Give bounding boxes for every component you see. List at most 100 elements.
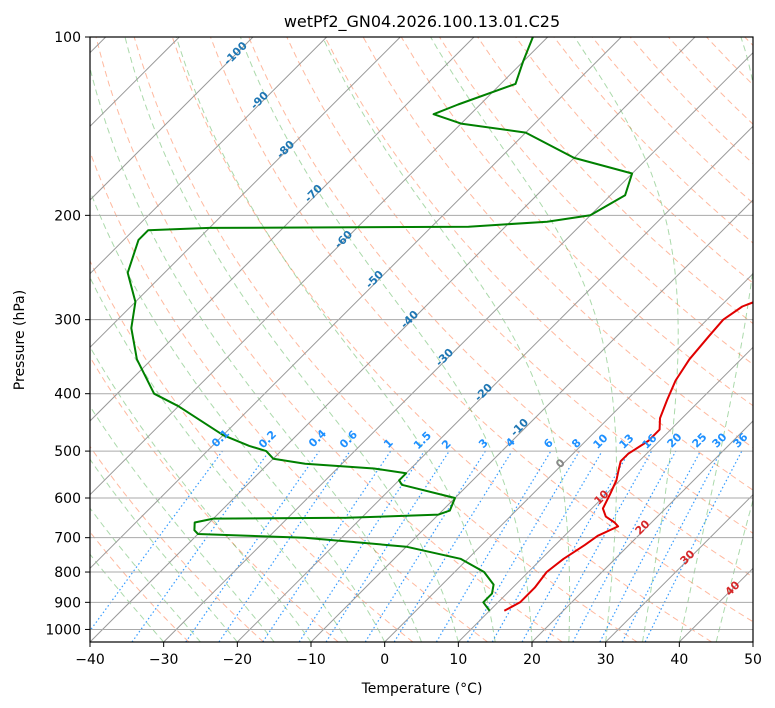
isotherm-label: -40 — [398, 308, 421, 331]
mixing-ratio-line — [435, 450, 552, 642]
mixing-ratio-label: 0.1 — [209, 427, 232, 450]
mixing-ratio-line — [185, 450, 320, 642]
mixing-ratio-label: 13 — [617, 432, 637, 452]
dry-adiabat-line — [553, 37, 753, 244]
moist-adiabat-line — [90, 65, 422, 642]
y-tick-label: 700 — [54, 531, 81, 547]
isotherm-line — [310, 199, 753, 642]
isotherm-line — [678, 567, 753, 642]
mixing-ratio-label: 8 — [569, 436, 584, 451]
moist-adiabat-line — [90, 458, 238, 642]
mixing-ratio-label: 10 — [591, 431, 611, 451]
isotherm-line — [531, 420, 753, 642]
moist-adiabat-line — [430, 37, 617, 642]
mixing-ratio-label: 2 — [439, 437, 454, 452]
background-lines — [90, 37, 753, 642]
mixing-ratio-line — [90, 450, 223, 632]
x-tick-label: −10 — [296, 652, 326, 668]
y-tick-label: 900 — [54, 595, 81, 611]
isotherm-line — [90, 37, 401, 349]
x-tick-label: 0 — [380, 652, 389, 668]
y-axis-ticks: 100 200 300 400 500 600 700 800 900 1000 — [45, 30, 90, 638]
dry-adiabat-line — [744, 37, 753, 47]
isotherm-line — [90, 37, 622, 570]
isotherm-label: -10 — [508, 416, 531, 439]
moist-adiabat-line — [90, 507, 201, 642]
mixing-ratio-line — [393, 450, 513, 642]
isotherm-line — [90, 37, 328, 275]
moist-adiabat-line — [752, 640, 753, 642]
moist-adiabat-line — [322, 37, 571, 642]
dry-adiabat-label: 0 — [553, 456, 568, 471]
x-tick-label: 30 — [597, 652, 615, 668]
mixing-ratio-line — [325, 450, 450, 642]
moist-adiabat-line — [678, 37, 753, 642]
y-tick-label: 400 — [54, 387, 81, 403]
dry-adiabat-line — [90, 531, 190, 642]
isotherm-label: -90 — [248, 89, 271, 112]
moist-adiabat-line — [239, 37, 533, 642]
y-tick-label: 500 — [54, 444, 81, 460]
dry-adiabat-line — [95, 37, 563, 642]
dry-adiabat-line — [90, 356, 339, 642]
mixing-ratio-label: 16 — [640, 431, 660, 451]
isotherm-line — [90, 37, 696, 642]
mixing-ratio-label: 0.4 — [306, 427, 329, 450]
mixing-ratio-line — [364, 450, 486, 642]
y-tick-label: 300 — [54, 313, 81, 329]
dry-adiabat-line — [133, 37, 638, 642]
dry-adiabat-label: 10 — [592, 487, 612, 507]
x-tick-label: 10 — [449, 652, 467, 668]
plot-frame — [89, 36, 754, 643]
dry-adiabat-line — [515, 37, 753, 284]
isotherm-line — [90, 37, 254, 201]
dry-adiabat-line — [706, 37, 753, 86]
dry-adiabat-line — [90, 259, 414, 642]
x-tick-label: 50 — [744, 652, 762, 668]
temperature-line — [503, 301, 753, 612]
mixing-ratio-label: 1 — [381, 436, 396, 451]
mixing-ratio-label: 36 — [731, 430, 751, 450]
x-tick-label: −20 — [223, 652, 253, 668]
y-tick-label: 1000 — [45, 622, 81, 638]
moist-adiabat-line — [175, 37, 496, 642]
moist-adiabat-line — [574, 37, 679, 642]
chart-title: wetPf2_GN04.2026.100.13.01.C25 — [284, 12, 560, 32]
mixing-ratio-line — [599, 450, 702, 642]
dewpoint-line — [126, 37, 634, 612]
isotherm-line — [90, 37, 549, 496]
mixing-ratio-line — [644, 450, 743, 642]
dry-adiabat-line — [171, 37, 712, 642]
mixing-ratio-line — [262, 450, 392, 642]
dry-adiabat-line — [286, 37, 753, 534]
x-tick-label: −40 — [75, 652, 105, 668]
mixing-ratio-label: 0.2 — [256, 428, 279, 451]
x-tick-label: 40 — [670, 652, 688, 668]
series-layer — [126, 37, 753, 612]
moist-adiabat-line — [90, 189, 386, 642]
isotherm-line — [236, 125, 753, 642]
moist-adiabat-line — [90, 405, 275, 642]
isotherm-line — [163, 51, 753, 642]
isotherm-label: -60 — [332, 228, 355, 251]
mixing-ratio-line — [545, 450, 653, 642]
dry-adiabat-label: 30 — [678, 547, 698, 567]
isotherm-label: -50 — [363, 268, 386, 291]
y-tick-label: 600 — [54, 491, 81, 507]
mixing-ratio-line — [572, 450, 677, 642]
y-tick-label: 200 — [54, 208, 81, 224]
moist-adiabat-line — [124, 37, 459, 642]
isotherm-line — [90, 37, 475, 422]
dry-adiabat-label: 20 — [633, 517, 653, 537]
moist-adiabat-line — [90, 345, 312, 642]
isotherm-line — [457, 346, 753, 642]
moist-adiabat-line — [715, 498, 753, 642]
mixing-ratio-line — [131, 450, 270, 642]
isotherm-line — [752, 641, 753, 642]
mixing-ratio-line — [298, 450, 425, 642]
isotherm-label: -100 — [221, 39, 250, 68]
moist-adiabat-line — [90, 553, 165, 642]
mixing-ratio-line — [218, 450, 351, 642]
isotherm-label: -20 — [472, 381, 495, 404]
